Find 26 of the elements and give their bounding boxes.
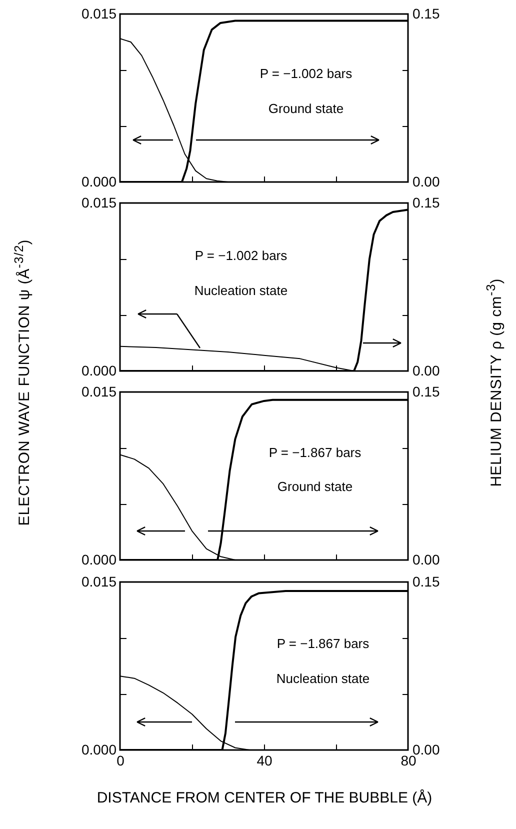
- y2-tick-label: 0.15: [412, 194, 440, 210]
- y2-tick-label: 0.15: [412, 574, 440, 590]
- annotation: P = −1.002 bars: [260, 66, 352, 81]
- y-tick-label: 0.015: [81, 6, 117, 22]
- annotation: Ground state: [277, 479, 353, 494]
- x-tick-label: 40: [256, 752, 272, 768]
- y2-tick-label: 0.00: [412, 362, 440, 378]
- y-tick-label: 0.000: [81, 742, 117, 758]
- annotation: Ground state: [268, 101, 344, 116]
- y-tick-label: 0.000: [81, 174, 117, 190]
- annotation: P = −1.867 bars: [276, 636, 370, 651]
- y2-tick-label: 0.00: [412, 552, 440, 568]
- y2-tick-label: 0.00: [412, 174, 440, 190]
- annotation: Nucleation state: [194, 283, 288, 298]
- x-tick-label: 0: [116, 752, 125, 768]
- y2-tick-label: 0.15: [412, 384, 440, 400]
- y-tick-label: 0.015: [81, 384, 117, 400]
- y-tick-label: 0.015: [81, 574, 117, 590]
- annotation: P = −1.867 bars: [268, 445, 362, 460]
- y-tick-label: 0.000: [81, 552, 117, 568]
- annotation: Nucleation state: [276, 671, 370, 686]
- y2-tick-label: 0.15: [412, 6, 440, 22]
- y-tick-label: 0.015: [81, 194, 117, 210]
- annotation: P = −1.002 bars: [194, 248, 288, 263]
- x-axis-title: DISTANCE FROM CENTER OF THE BUBBLE (Å): [96, 788, 432, 806]
- y-tick-label: 0.000: [81, 362, 117, 378]
